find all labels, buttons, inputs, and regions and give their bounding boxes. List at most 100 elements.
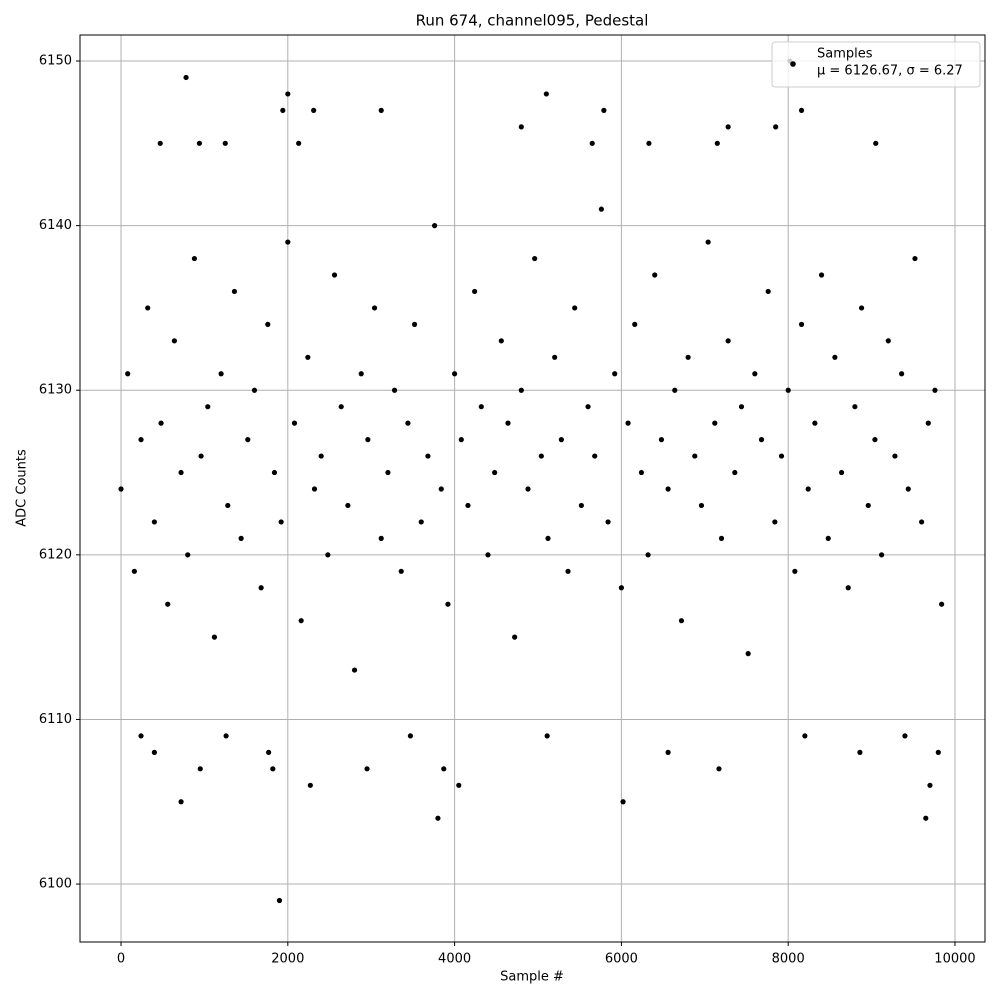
point: [665, 749, 671, 755]
point: [878, 552, 885, 558]
point: [270, 766, 276, 772]
point: [296, 140, 302, 146]
point: [857, 749, 863, 755]
point: [158, 420, 164, 426]
point: [407, 733, 414, 739]
point: [632, 321, 638, 327]
point: [899, 371, 905, 377]
point: [935, 749, 941, 755]
point: [765, 288, 771, 295]
point: [278, 519, 284, 525]
point: [271, 469, 278, 476]
point: [589, 140, 595, 146]
point: [518, 124, 524, 130]
point: [405, 420, 411, 426]
point: [151, 519, 157, 525]
point: [852, 404, 858, 410]
point: [738, 404, 745, 410]
point: [223, 733, 229, 739]
point: [157, 140, 163, 146]
point: [205, 404, 211, 410]
point: [620, 799, 626, 805]
point: [318, 453, 324, 459]
point: [280, 107, 286, 113]
point: [485, 552, 491, 558]
point: [185, 552, 191, 558]
point: [251, 387, 258, 393]
point: [925, 420, 931, 426]
point: [211, 634, 218, 640]
point: [505, 420, 511, 426]
point: [165, 601, 171, 607]
point: [716, 766, 722, 772]
point: [725, 338, 731, 344]
legend-box: [771, 41, 981, 88]
point: [291, 420, 298, 426]
point: [138, 733, 144, 739]
point: [198, 453, 204, 459]
point: [118, 486, 124, 492]
point: [725, 124, 731, 130]
point: [458, 437, 464, 443]
point: [705, 239, 711, 245]
point: [858, 305, 865, 311]
x-axis-label: Sample #: [500, 970, 564, 985]
point: [171, 338, 178, 344]
point: [305, 354, 311, 360]
point: [311, 107, 317, 113]
point: [923, 815, 929, 821]
point: [131, 568, 137, 574]
point: [578, 502, 584, 509]
point: [345, 502, 351, 509]
point: [331, 272, 338, 278]
point: [798, 107, 805, 113]
point: [665, 486, 671, 492]
axes-frame: [79, 34, 986, 943]
point: [358, 371, 364, 377]
point: [478, 404, 484, 410]
point: [285, 91, 291, 97]
point: [558, 437, 564, 443]
point: [802, 733, 808, 739]
point: [196, 140, 203, 146]
point: [902, 733, 908, 739]
point: [411, 321, 418, 327]
y-tick-label: 6120: [39, 547, 72, 562]
point: [258, 585, 264, 591]
point: [191, 255, 198, 262]
point: [378, 107, 384, 113]
point: [832, 354, 838, 360]
point: [718, 535, 725, 541]
point: [225, 502, 231, 509]
point: [285, 239, 291, 245]
point: [512, 634, 518, 640]
point: [298, 618, 304, 624]
point: [678, 618, 685, 624]
point: [698, 502, 705, 509]
point: [638, 469, 645, 476]
y-tick-label: 6110: [39, 712, 72, 727]
point: [873, 140, 879, 146]
point: [492, 469, 498, 476]
x-tick-label: 8000: [772, 952, 805, 967]
point: [364, 766, 370, 772]
point: [418, 519, 424, 525]
point: [872, 437, 878, 443]
legend-annotation: μ = 6126.67, σ = 6.27: [817, 64, 963, 79]
point: [792, 568, 798, 574]
point: [912, 255, 918, 262]
point: [646, 140, 652, 146]
point: [598, 206, 604, 212]
point: [758, 437, 765, 443]
point: [351, 667, 358, 673]
point: [456, 782, 462, 788]
x-tick-label: 4000: [438, 952, 471, 967]
point: [218, 371, 224, 377]
point: [472, 288, 478, 295]
point: [818, 272, 825, 278]
point: [378, 535, 384, 541]
point: [892, 453, 898, 459]
point: [585, 404, 591, 410]
point: [398, 568, 404, 574]
